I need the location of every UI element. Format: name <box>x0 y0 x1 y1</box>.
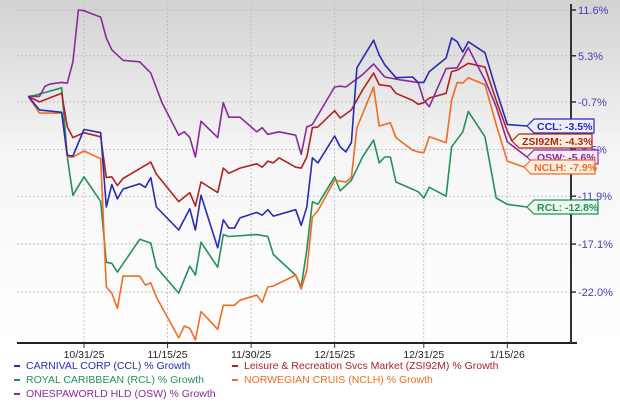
legend-item-rcl: ROYAL CARIBBEAN (RCL) % Growth <box>14 374 204 386</box>
x-tick-label: 10/31/25 <box>64 349 105 361</box>
legend-item-nclh: NORWEGIAN CRUIS (NCLH) % Growth <box>232 374 433 386</box>
y-tick-label: -0.7% <box>578 97 607 109</box>
legend-swatch <box>14 379 20 382</box>
legend-swatch <box>232 365 238 368</box>
series-lines <box>27 9 528 341</box>
tag-shape <box>526 199 599 215</box>
tag-label: NCLH: -7.9% <box>534 162 598 174</box>
series-line-nclh <box>27 76 525 341</box>
y-tick-label: 5.3% <box>578 51 603 63</box>
legend-label: ROYAL CARIBBEAN (RCL) % Growth <box>26 374 204 386</box>
series-line-zsi92m <box>27 62 513 207</box>
legend-label: CARNIVAL CORP (CCL) % Growth <box>26 360 191 372</box>
tag-shape <box>511 133 593 149</box>
x-tick-label: 1/15/26 <box>490 349 525 361</box>
y-tick-label: -22.0% <box>578 287 613 299</box>
y-tick-label: 11.6% <box>578 5 609 17</box>
series-line-ccl <box>27 37 528 249</box>
legend-label: ONESPAWORLD HLD (OSW) % Growth <box>26 388 216 400</box>
x-tick-label: 11/15/25 <box>148 349 188 361</box>
legend-swatch <box>14 365 20 368</box>
end-value-tags: CCL: -3.5%ZSI92M: -4.3%OSW: -5.6%NCLH: -… <box>511 118 599 215</box>
plot-background <box>0 0 620 343</box>
end-tag-zsi92m: ZSI92M: -4.3% <box>511 133 593 149</box>
legend-label: NORWEGIAN CRUIS (NCLH) % Growth <box>244 374 433 386</box>
tag-label: ZSI92M: -4.3% <box>522 136 593 148</box>
x-tick-label: 12/31/25 <box>403 349 444 361</box>
legend-swatch <box>14 393 20 396</box>
grid <box>17 4 571 343</box>
legend-item-osw: ONESPAWORLD HLD (OSW) % Growth <box>14 388 216 400</box>
x-ticks: 10/31/25 11/15/25 11/30/25 12/15/25 12/31/25… <box>64 343 525 361</box>
y-ticks: 11.6%5.3%-0.7%-6.5%-11.9%-17.1%-22.0% <box>571 5 613 299</box>
legend-label: Leisure & Recreation Svcs Market (ZSI92M… <box>244 360 499 372</box>
legend-item-zsi92m: Leisure & Recreation Svcs Market (ZSI92M… <box>232 360 498 372</box>
tag-shape <box>523 159 596 175</box>
tag-label: CCL: -3.5% <box>537 121 593 133</box>
x-tick-label: 11/30/25 <box>231 349 271 361</box>
x-tick-label: 12/15/25 <box>314 349 355 361</box>
end-tag-nclh: NCLH: -7.9% <box>523 159 598 175</box>
legend-swatch <box>232 379 238 382</box>
end-tag-rcl: RCL: -12.8% <box>526 199 599 215</box>
legend-item-ccl: CARNIVAL CORP (CCL) % Growth <box>14 360 190 372</box>
tag-shape <box>526 118 595 134</box>
series-line-osw <box>28 9 528 158</box>
y-tick-label: -17.1% <box>578 239 613 251</box>
end-tag-ccl: CCL: -3.5% <box>526 118 595 134</box>
tag-label: RCL: -12.8% <box>537 202 599 214</box>
